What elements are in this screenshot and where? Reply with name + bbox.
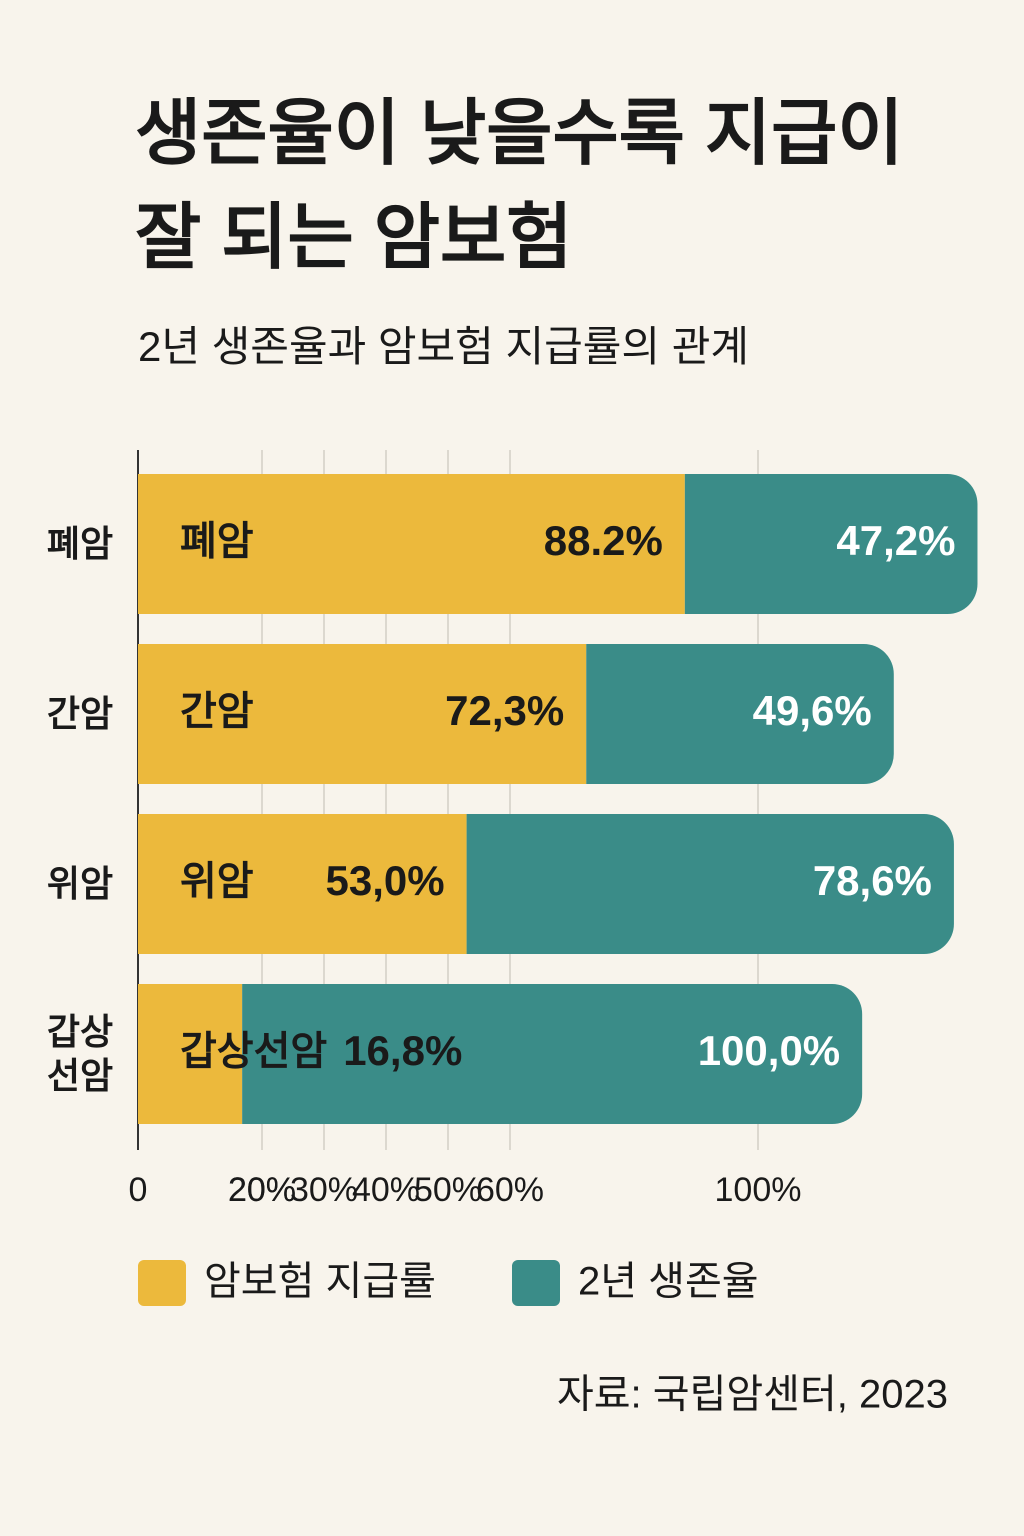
chart-title: 생존율이 낮을수록 지급이 잘 되는 암보험 [135,94,904,278]
bar-segment [138,644,587,784]
x-tick-label: 40% [352,1171,420,1209]
x-tick-label: 30% [290,1171,358,1209]
bar-segment [138,984,243,1124]
y-tick-label: 간암 [46,693,114,734]
value-label: 78,6% [813,857,932,904]
legend-swatch [512,1260,560,1306]
y-label-box: 폐암 [46,523,114,564]
y-tick-label: 폐암 [46,523,114,564]
bar-segment [242,984,863,1124]
value-label: 53,0% [326,857,445,904]
bar-category-label: 위암 [180,860,254,904]
value-label: 16,8% [343,1027,462,1074]
value-label: 72,3% [445,687,564,734]
legend-label: 암보험 지급률 [204,1260,436,1304]
bar-segment [684,474,978,614]
value-label: 47,2% [836,517,955,564]
bar-category-label: 갑상선암 [180,1030,327,1074]
bar-segment [466,814,954,954]
x-tick-label: 50% [414,1171,482,1209]
value-label: 49,6% [753,687,872,734]
chart-subtitle: 2년 생존율과 암보험 지급률의 관계 [138,323,749,370]
x-tick-label: 0 [129,1171,148,1209]
x-tick-label: 60% [476,1171,544,1209]
y-label-box: 위암 [46,863,114,904]
legend-label: 2년 생존율 [578,1260,759,1304]
value-label: 100,0% [698,1027,840,1074]
source-note: 자료: 국립암센터, 2023 [557,1373,948,1417]
value-label: 88.2% [544,517,663,564]
x-tick-label: 20% [228,1171,296,1209]
y-label-box: 간암 [46,693,114,734]
title-box: 생존율이 낮을수록 지급이 잘 되는 암보험 [135,94,904,278]
y-tick-label: 갑상선암 [46,1011,114,1096]
bar-category-label: 폐암 [180,520,254,564]
y-tick-label: 위암 [46,863,114,904]
legend-swatch [138,1260,186,1306]
x-tick-label: 100% [715,1171,802,1209]
x-tick-label: 20% [228,1171,296,1209]
bar-segment [138,474,685,614]
bar-category-label: 간암 [180,690,254,734]
bar-segment [138,814,467,954]
bar-segment [586,644,894,784]
y-label-box: 갑상선암 [46,1011,114,1096]
